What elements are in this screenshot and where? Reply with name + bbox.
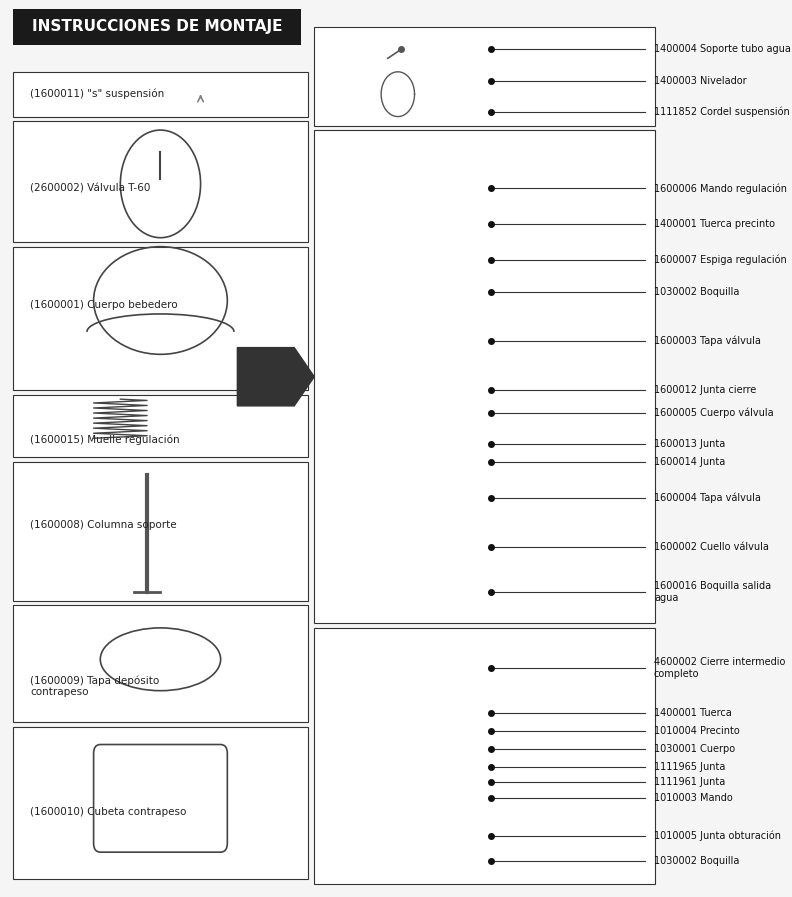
- FancyBboxPatch shape: [13, 72, 307, 117]
- Text: 1111965 Junta: 1111965 Junta: [654, 762, 725, 772]
- Text: (1600009) Tapa depósito
contrapeso: (1600009) Tapa depósito contrapeso: [30, 675, 159, 697]
- Text: 4600002 Cierre intermedio
completo: 4600002 Cierre intermedio completo: [654, 658, 786, 679]
- Text: 1111852 Cordel suspensión: 1111852 Cordel suspensión: [654, 107, 790, 118]
- Text: 1600016 Boquilla salida
agua: 1600016 Boquilla salida agua: [654, 581, 771, 603]
- Text: 1400001 Tuerca precinto: 1400001 Tuerca precinto: [654, 219, 775, 230]
- Text: 1600012 Junta cierre: 1600012 Junta cierre: [654, 385, 756, 396]
- Text: 1600006 Mando regulación: 1600006 Mando regulación: [654, 183, 787, 194]
- FancyBboxPatch shape: [13, 462, 307, 601]
- Text: 1600013 Junta: 1600013 Junta: [654, 439, 725, 449]
- FancyBboxPatch shape: [314, 130, 655, 623]
- FancyBboxPatch shape: [13, 727, 307, 879]
- FancyArrow shape: [238, 348, 314, 405]
- Text: (2600002) Válvula T-60: (2600002) Válvula T-60: [30, 183, 150, 194]
- Text: 1111961 Junta: 1111961 Junta: [654, 777, 725, 788]
- Text: (1600001) Cuerpo bebedero: (1600001) Cuerpo bebedero: [30, 300, 177, 310]
- Text: 1600002 Cuello válvula: 1600002 Cuello válvula: [654, 542, 769, 553]
- Text: (1600010) Cubeta contrapeso: (1600010) Cubeta contrapeso: [30, 806, 186, 817]
- Text: 1600005 Cuerpo válvula: 1600005 Cuerpo válvula: [654, 407, 774, 418]
- FancyBboxPatch shape: [13, 605, 307, 722]
- FancyBboxPatch shape: [314, 27, 655, 126]
- Text: 1030002 Boquilla: 1030002 Boquilla: [654, 286, 739, 297]
- Text: 1600007 Espiga regulación: 1600007 Espiga regulación: [654, 255, 786, 266]
- Text: 1400003 Nivelador: 1400003 Nivelador: [654, 75, 747, 86]
- FancyBboxPatch shape: [13, 9, 301, 45]
- Text: (1600011) "s" suspensión: (1600011) "s" suspensión: [30, 89, 164, 100]
- FancyBboxPatch shape: [13, 395, 307, 457]
- Text: (1600015) Muelle regulación: (1600015) Muelle regulación: [30, 434, 180, 445]
- FancyBboxPatch shape: [13, 247, 307, 390]
- Text: (1600008) Columna soporte: (1600008) Columna soporte: [30, 519, 177, 530]
- Text: 1030002 Boquilla: 1030002 Boquilla: [654, 856, 739, 867]
- Text: 1030001 Cuerpo: 1030001 Cuerpo: [654, 744, 735, 754]
- FancyBboxPatch shape: [13, 121, 307, 242]
- Text: 1400001 Tuerca: 1400001 Tuerca: [654, 708, 732, 718]
- Text: 1010004 Precinto: 1010004 Precinto: [654, 726, 740, 736]
- Text: INSTRUCCIONES DE MONTAJE: INSTRUCCIONES DE MONTAJE: [32, 20, 283, 34]
- Text: 1600003 Tapa válvula: 1600003 Tapa válvula: [654, 335, 761, 346]
- Text: 1010003 Mando: 1010003 Mando: [654, 793, 733, 804]
- FancyBboxPatch shape: [314, 628, 655, 884]
- Text: 1600014 Junta: 1600014 Junta: [654, 457, 725, 467]
- Text: 1600004 Tapa válvula: 1600004 Tapa válvula: [654, 492, 761, 503]
- Text: 1010005 Junta obturación: 1010005 Junta obturación: [654, 831, 781, 841]
- Text: 1400004 Soporte tubo agua: 1400004 Soporte tubo agua: [654, 44, 790, 55]
